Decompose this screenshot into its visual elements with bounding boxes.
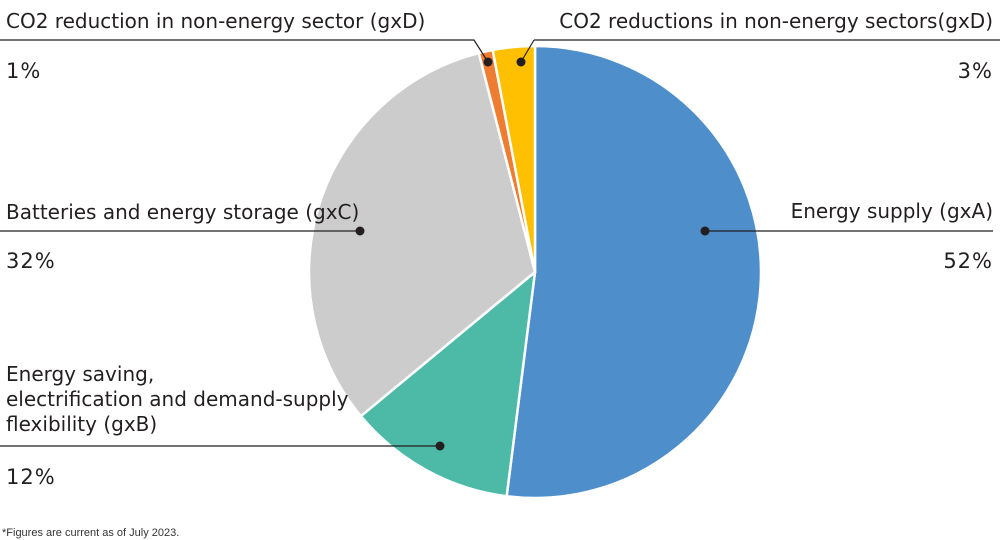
slice-value-label: 1% [6,59,41,83]
leader-dot [516,57,526,67]
callout-co2-reductions-in-non-energy-sectors-gxd: CO2 reductions in non-energy sectors(gxD… [516,9,1000,83]
leader-dot [483,57,493,67]
leader-dot [700,226,710,236]
slice-label: CO2 reduction in non-energy sector (gxD) [6,9,425,33]
callout-energy-supply-gxa: Energy supply (gxA) 52% [700,199,993,273]
slice-value-label: 3% [958,59,993,83]
pie-slice-energy-saving-electrification-and-demand-supply-flexibility-gxb [359,270,537,498]
leader-dot [355,226,365,236]
leader-dot [435,441,445,451]
slice-label: Energy saving, [6,362,154,386]
leader-line [0,39,489,63]
slice-label: electrification and demand-supply [6,387,349,411]
footnote: *Figures are current as of July 2023. [2,527,179,539]
slice-label: Energy supply (gxA) [791,199,993,223]
slice-value-label: 52% [943,249,993,273]
pie-slice-batteries-and-energy-storage-gxc [307,51,537,418]
slice-label: flexibility (gxB) [6,412,157,436]
slice-value-label: 12% [6,465,56,489]
pie-slices [307,44,763,500]
callout-batteries-and-energy-storage-gxc: Batteries and energy storage (gxC) 32% [0,200,365,273]
callout-co2-reduction-in-non-energy-sector-gxd: CO2 reduction in non-energy sector (gxD)… [0,9,493,83]
pie-slice-energy-supply-gxa [505,44,763,500]
callout-energy-saving-electrification-and-demand-supply-flexibility-gxb: Energy saving,electrification and demand… [0,362,445,489]
slice-label: CO2 reductions in non-energy sectors(gxD… [559,9,993,33]
callouts: Energy supply (gxA) 52% Energy saving,elec… [0,9,1000,489]
slice-value-label: 32% [6,249,56,273]
slice-label: Batteries and energy storage (gxC) [6,200,359,224]
pie-slice-co2-reductions-in-non-energy-sectors-gxd [491,44,537,274]
